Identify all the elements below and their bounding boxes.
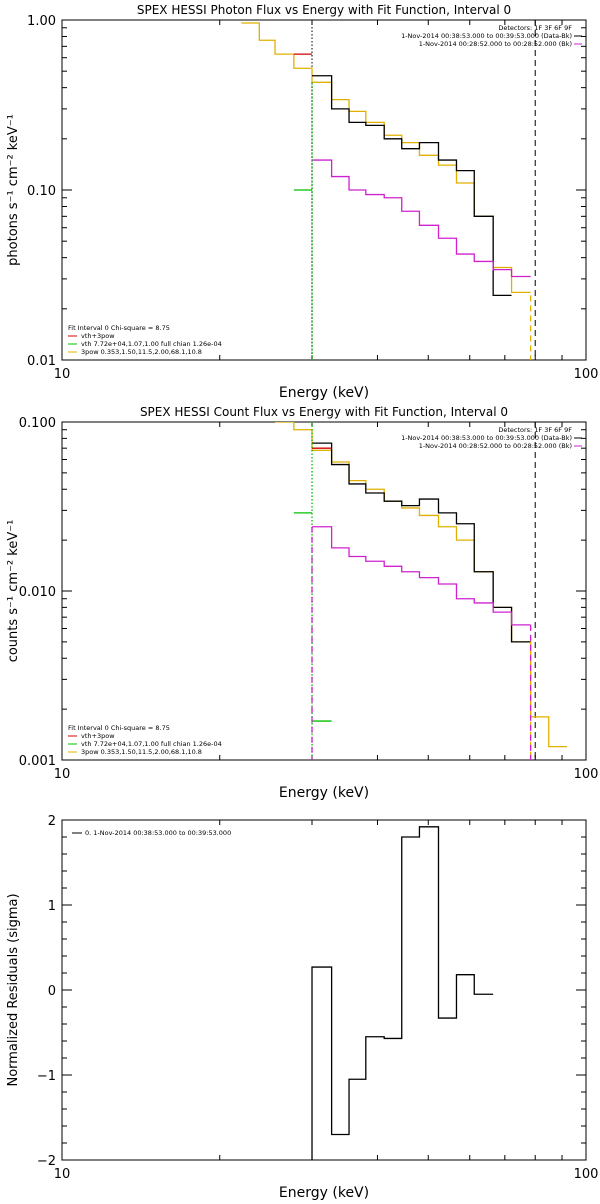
series-line	[312, 526, 531, 626]
legend-top-entry: 1-Nov-2014 00:28:52.000 to 00:28:52.000 …	[419, 40, 572, 48]
x-tick-label: 10	[54, 1167, 71, 1182]
series-line	[312, 442, 531, 643]
legend-bottom-entry: vth 7.72e+04,1.07,1.00 full chian 1.26e-…	[81, 340, 222, 348]
series-line	[312, 75, 512, 297]
x-tick-label: 10	[54, 367, 71, 382]
x-tick-label: 100	[574, 767, 599, 782]
y-tick-label: 0	[48, 984, 56, 999]
y-tick-label: −2	[37, 1154, 56, 1169]
series-line	[275, 422, 568, 748]
y-tick-label: 0.01	[27, 354, 56, 369]
x-axis-label: Energy (keV)	[279, 785, 369, 801]
legend-top-left-entry: 0. 1-Nov-2014 00:38:53.000 to 00:39:53.0…	[85, 829, 231, 837]
y-tick-label: 1	[48, 899, 56, 914]
y-tick-label: 2	[48, 814, 56, 829]
y-axis-label: counts s⁻¹ cm⁻² keV⁻¹	[6, 520, 21, 663]
legend-bottom-entry: 3pow 0.353,1.50,11.5,2.00,68.1,10.8	[81, 748, 202, 756]
legend-bottom-entry: vth+3pow	[81, 732, 115, 740]
series-line	[311, 826, 494, 1160]
y-axis-label: Normalized Residuals (sigma)	[6, 893, 21, 1086]
legend-top-entry: 1-Nov-2014 00:28:52.000 to 00:28:52.000 …	[419, 442, 572, 450]
y-tick-label: 0.100	[19, 416, 56, 431]
legend-top-entry: 1-Nov-2014 00:38:53.000 to 00:39:53.000 …	[401, 434, 572, 442]
series-line	[241, 22, 531, 293]
y-tick-label: 1.00	[27, 14, 56, 29]
chart-title: SPEX HESSI Count Flux vs Energy with Fit…	[140, 405, 508, 419]
plot-frame	[61, 819, 587, 1161]
legend-top-entry: 1-Nov-2014 00:38:53.000 to 00:39:53.000 …	[401, 32, 572, 40]
x-tick-label: 10	[54, 767, 71, 782]
legend-bottom-title: Fit Interval 0 Chi-square = 8.75	[68, 724, 170, 732]
legend-bottom-entry: vth+3pow	[81, 332, 115, 340]
y-tick-label: 0.001	[19, 754, 56, 769]
legend-bottom-entry: vth 7.72e+04,1.07,1.00 full chian 1.26e-…	[81, 740, 222, 748]
y-axis-label: photons s⁻¹ cm⁻² keV⁻¹	[6, 114, 21, 266]
legend-bottom-title: Fit Interval 0 Chi-square = 8.75	[68, 324, 170, 332]
x-axis-label: Energy (keV)	[279, 385, 369, 401]
plot-frame	[61, 421, 587, 761]
x-tick-label: 100	[574, 367, 599, 382]
x-tick-label: 100	[574, 1167, 599, 1182]
chart-title: SPEX HESSI Photon Flux vs Energy with Fi…	[137, 3, 511, 17]
legend-bottom-entry: 3pow 0.353,1.50,11.5,2.00,68.1,10.8	[81, 348, 202, 356]
legend-top-entry: Detectors: 1F 3F 6F 9F	[498, 24, 572, 32]
y-tick-label: 0.10	[27, 184, 56, 199]
y-tick-label: 0.010	[19, 585, 56, 600]
x-axis-label: Energy (keV)	[279, 1185, 369, 1200]
legend-top-entry: Detectors: 1F 3F 6F 9F	[498, 426, 572, 434]
plot-frame	[61, 19, 587, 361]
y-tick-label: −1	[37, 1069, 56, 1084]
series-line	[312, 159, 531, 278]
